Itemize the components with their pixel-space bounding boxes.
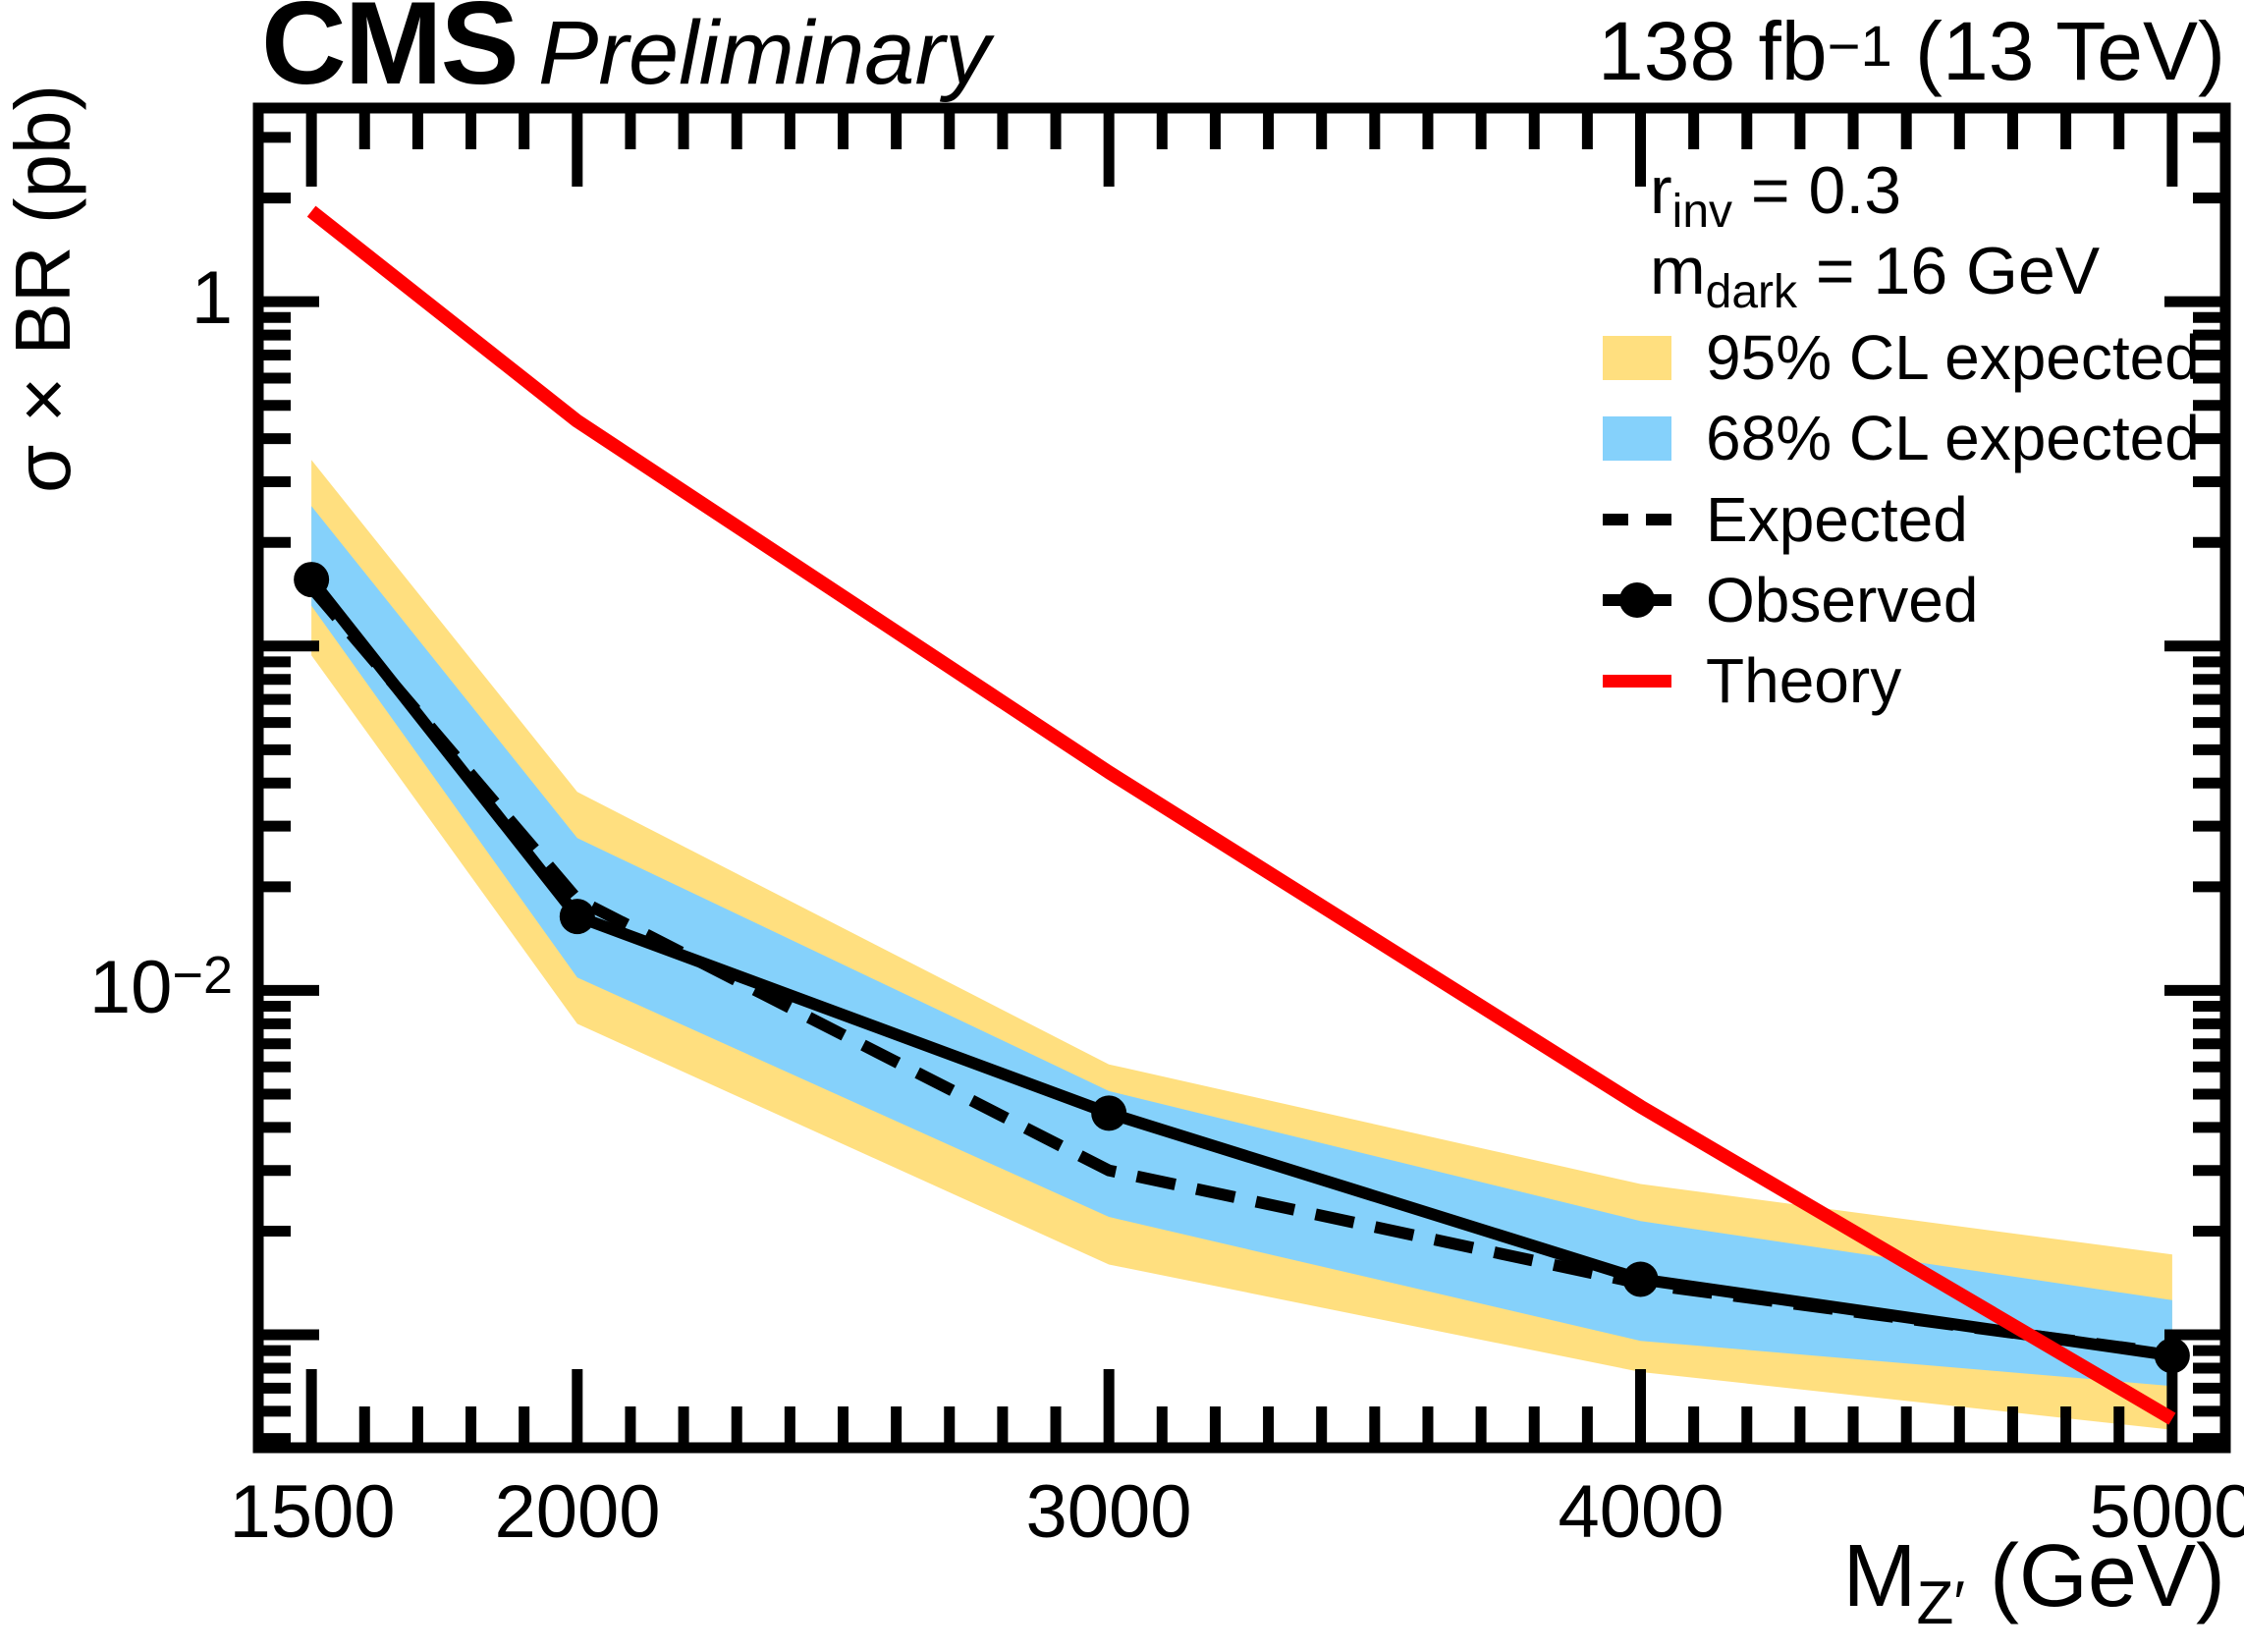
y-tick-label-1: 1 xyxy=(191,256,233,340)
y-tick2-exp: −2 xyxy=(172,946,233,1005)
lumi-exponent: −1 xyxy=(1827,15,1892,79)
x-tick-label-2000: 2000 xyxy=(494,1470,661,1554)
legend-label-observed: Observed xyxy=(1706,565,1979,635)
legend-label-95cl: 95% CL expected xyxy=(1706,322,2200,393)
x-tick-label-1500: 1500 xyxy=(229,1470,396,1554)
x-title-base: M xyxy=(1842,1527,1917,1625)
legend-label-theory: Theory xyxy=(1706,645,1902,716)
param-mdark-sub: dark xyxy=(1705,266,1798,318)
theory-line-symbol xyxy=(1603,674,1671,688)
param-rinv-base: r xyxy=(1650,153,1672,228)
observed-marker-icon xyxy=(1619,582,1655,618)
legend-entry-expected: Expected xyxy=(1603,485,1968,554)
x-axis-title: MZ′ (GeV) xyxy=(1842,1532,2225,1634)
observed-line-symbol xyxy=(1603,582,1671,618)
x-tick-label-3000: 3000 xyxy=(1025,1470,1192,1554)
legend-entry-theory: Theory xyxy=(1603,646,1901,715)
band-68-swatch xyxy=(1603,415,1671,461)
param-mdark-base: m xyxy=(1650,234,1706,308)
param-rinv: rinv = 0.3 xyxy=(1650,157,1901,236)
y-axis-title: σ × BR (pb) xyxy=(0,83,86,493)
param-mdark-value: = 16 GeV xyxy=(1797,234,2101,308)
param-rinv-value: = 0.3 xyxy=(1732,153,1902,228)
legend-label-expected: Expected xyxy=(1706,484,1968,555)
x-tick-label-4000: 4000 xyxy=(1558,1470,1724,1554)
y-tick-label-1e-2: 10−2 xyxy=(89,949,233,1025)
preliminary-label: Preliminary xyxy=(538,3,991,103)
lumi-prefix: 138 fb xyxy=(1598,5,1828,97)
legend-entry-95cl: 95% CL expected xyxy=(1603,323,2200,392)
legend-label-68cl: 68% CL expected xyxy=(1706,403,2200,473)
lumi-suffix: (13 TeV) xyxy=(1891,5,2225,97)
experiment-label: CMS xyxy=(261,0,520,109)
luminosity-label: 138 fb−1 (13 TeV) xyxy=(1598,10,2225,92)
x-title-rest: (GeV) xyxy=(1964,1527,2225,1625)
x-tick-label-5000: 5000 xyxy=(2089,1470,2244,1554)
y-tick2-base: 10 xyxy=(88,946,173,1029)
param-rinv-sub: inv xyxy=(1671,186,1733,238)
legend-entry-observed: Observed xyxy=(1603,566,1978,634)
band-95-swatch xyxy=(1603,335,1671,380)
expected-line-symbol xyxy=(1603,514,1671,525)
legend-entry-68cl: 68% CL expected xyxy=(1603,404,2200,472)
x-title-sub: Z′ xyxy=(1916,1569,1965,1637)
param-mdark: mdark = 16 GeV xyxy=(1650,238,2100,316)
